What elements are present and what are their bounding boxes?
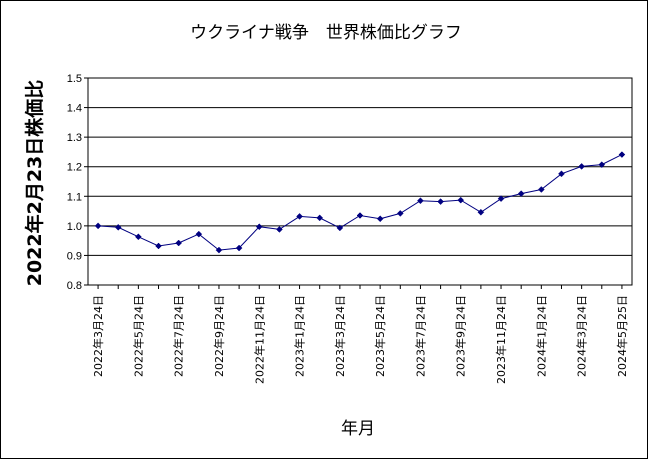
x-tick-label: 2022年11月24日 (252, 295, 266, 384)
data-point (437, 198, 444, 205)
plot-area (87, 77, 633, 286)
data-point (417, 197, 424, 205)
y-tick-label: 1.5 (67, 73, 82, 85)
data-point (336, 224, 344, 232)
x-tick-label: 2022年7月24日 (172, 295, 186, 377)
y-tick-label: 1.4 (67, 103, 82, 115)
grid-lines (88, 77, 632, 286)
x-tick-label: 2023年7月24日 (413, 295, 427, 377)
data-point (316, 214, 324, 222)
series-line (98, 154, 623, 251)
x-tick-label: 2023年3月24日 (333, 295, 347, 377)
data-point (296, 213, 303, 220)
data-point (578, 163, 585, 170)
data-point (235, 244, 243, 252)
data-point (276, 226, 283, 233)
data-point (558, 170, 565, 178)
x-tick-label: 2023年11月24日 (494, 295, 508, 384)
x-tick-label: 2024年3月24日 (575, 295, 589, 377)
x-tick-label: 2024年5月25日 (615, 295, 629, 377)
y-axis-label: 2022年2月23日株価比 (23, 80, 46, 287)
data-point (376, 215, 384, 223)
x-tick-labels: 2022年3月24日 2022年5月24日 2022年7月24日 2022年9月24日… (91, 285, 629, 384)
y-tick-label: 0.9 (67, 250, 82, 262)
x-tick-label: 2022年9月24日 (212, 295, 226, 377)
data-point (497, 195, 505, 203)
data-point (537, 186, 545, 193)
data-point (135, 233, 142, 241)
series-group (94, 151, 626, 254)
x-tick-label: 2023年5月24日 (373, 295, 387, 377)
data-point (517, 190, 525, 197)
y-tick-label: 1.2 (67, 162, 82, 174)
data-point (477, 208, 485, 216)
data-point (618, 151, 626, 158)
data-point (195, 230, 203, 238)
x-tick-label: 2024年1月24日 (534, 295, 548, 377)
x-axis-label: 年月 (341, 419, 375, 439)
data-point (215, 246, 223, 254)
data-point (356, 212, 364, 219)
data-point (114, 223, 122, 231)
x-tick-label: 2022年5月24日 (131, 295, 145, 377)
data-point (598, 161, 606, 168)
data-point (94, 222, 102, 230)
y-tick-labels: 0.8 0.9 1.0 1.1 1.2 1.3 1.4 1.5 (67, 73, 88, 292)
y-tick-label: 1.0 (67, 221, 82, 233)
data-point (457, 196, 465, 204)
x-tick-label: 2023年9月24日 (454, 295, 468, 377)
data-point (396, 210, 404, 217)
y-tick-label: 1.3 (67, 132, 82, 144)
data-point (175, 239, 183, 247)
data-point (255, 223, 263, 231)
y-tick-label: 0.8 (67, 280, 82, 292)
x-tick-label: 2022年3月24日 (91, 295, 105, 377)
y-tick-label: 1.1 (67, 191, 82, 203)
chart-title: ウクライナ戦争 世界株価比グラフ (190, 23, 462, 43)
data-point (155, 242, 162, 250)
x-tick-label: 2023年1月24日 (293, 295, 307, 377)
